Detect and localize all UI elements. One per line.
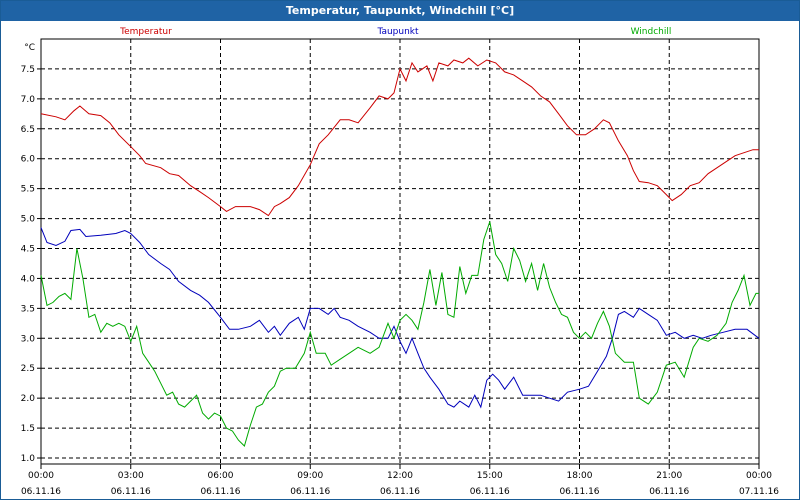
y-tick-label: 2.0 xyxy=(21,394,36,404)
y-tick-label: 5.0 xyxy=(21,215,36,225)
legend: Temperatur Taupunkt Windchill xyxy=(119,27,671,37)
x-tick-date: 06.11.16 xyxy=(200,487,240,497)
legend-entry-taupunkt: Taupunkt xyxy=(376,27,419,37)
y-tick-label: 5.5 xyxy=(21,185,35,195)
y-tick-label: 3.0 xyxy=(21,334,36,344)
series-line-taupunkt xyxy=(40,227,760,409)
x-tick-time: 03:00 xyxy=(118,471,144,481)
y-tick-label: 7.0 xyxy=(21,95,36,105)
y-tick-label: 7.5 xyxy=(21,65,35,75)
y-tick-label: 6.5 xyxy=(21,125,35,135)
y-tick-label: 6.0 xyxy=(21,155,36,165)
x-tick-date: 06.11.16 xyxy=(290,487,330,497)
x-tick-date: 06.11.16 xyxy=(649,487,689,497)
x-tick-time: 00:00 xyxy=(28,471,54,481)
x-tick-time: 06:00 xyxy=(208,471,234,481)
legend-entry-windchill: Windchill xyxy=(631,27,672,37)
x-axis-ticks: 00:00 06.11.16 03:00 06.11.16 06:00 06.11.16 0… xyxy=(21,464,779,497)
x-tick-date: 07.11.16 xyxy=(739,487,779,497)
x-tick-time: 12:00 xyxy=(387,471,413,481)
x-tick-time: 09:00 xyxy=(297,471,323,481)
line-chart: °C 1.0 1.5 2.0 2.5 3.0 3.5 4.0 4.5 5.0 5.5 6.0 6.5 7… xyxy=(21,27,780,497)
legend-entry-temperatur: Temperatur xyxy=(119,27,172,37)
x-tick-date: 06.11.16 xyxy=(111,487,151,497)
x-tick-date: 06.11.16 xyxy=(470,487,510,497)
x-tick-date: 06.11.16 xyxy=(380,487,420,497)
axes: °C xyxy=(24,38,760,465)
x-tick-date: 06.11.16 xyxy=(559,487,599,497)
y-axis-ticks: 1.0 1.5 2.0 2.5 3.0 3.5 4.0 4.5 5.0 5.5 6.0 6.5 7.0 7… xyxy=(21,65,41,464)
y-tick-label: 4.5 xyxy=(21,245,35,255)
y-tick-label: 2.5 xyxy=(21,364,35,374)
y-tick-label: 1.0 xyxy=(21,454,36,464)
y-axis-unit: °C xyxy=(24,43,35,53)
series-line-windchill xyxy=(40,221,759,447)
window-title: Temperatur, Taupunkt, Windchill [°C] xyxy=(1,1,799,21)
data-series xyxy=(40,57,760,447)
y-tick-label: 4.0 xyxy=(21,274,36,284)
series-line-temperatur xyxy=(40,57,759,217)
x-tick-time: 00:00 xyxy=(746,471,772,481)
x-tick-time: 15:00 xyxy=(477,471,503,481)
x-tick-date: 06.11.16 xyxy=(21,487,61,497)
y-tick-label: 3.5 xyxy=(21,304,35,314)
x-tick-time: 21:00 xyxy=(656,471,682,481)
x-tick-time: 18:00 xyxy=(567,471,593,481)
y-tick-label: 1.5 xyxy=(21,424,35,434)
